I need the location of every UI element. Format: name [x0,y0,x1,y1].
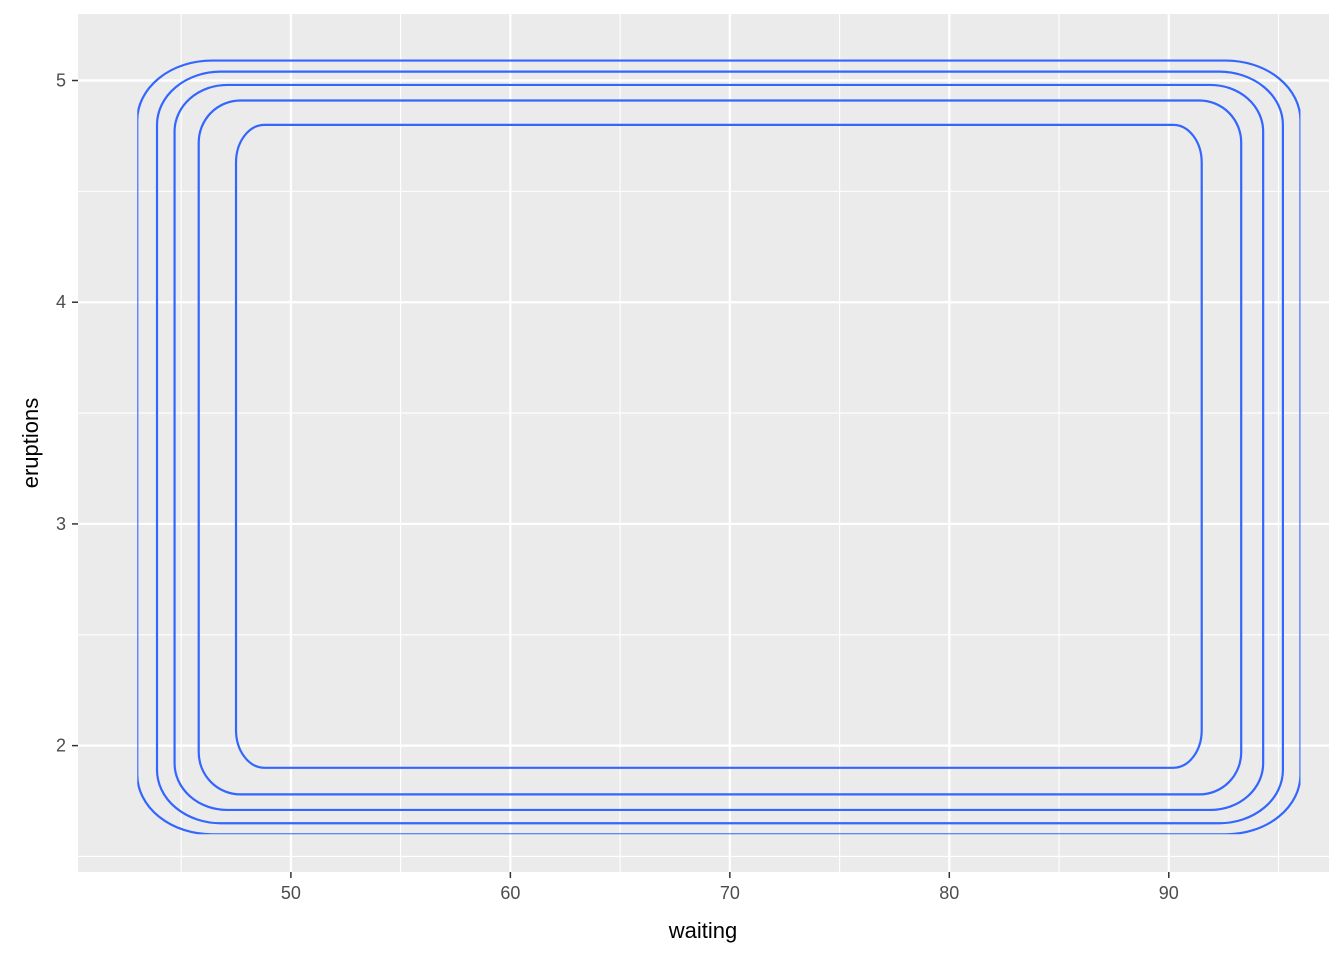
x-tick-label: 50 [281,883,301,903]
y-tick-label: 5 [56,71,66,91]
y-tick-label: 3 [56,514,66,534]
y-tick-label: 2 [56,736,66,756]
x-tick-label: 70 [720,883,740,903]
contour-level-4 [155,70,1285,825]
x-tick-label: 90 [1159,883,1179,903]
x-axis-title: waiting [668,918,737,943]
plot-panel [78,14,1329,872]
x-tick-label: 60 [500,883,520,903]
contour-level-1 [234,123,1203,769]
x-tick-label: 80 [939,883,959,903]
contour-lines [137,59,1301,835]
contour-level-3 [173,83,1265,812]
grid-lines [78,14,1329,872]
axes: 50 60 70 80 90 2 3 4 5 [56,71,1179,903]
contour-level-5 [137,59,1301,835]
y-axis-title: eruptions [18,398,43,489]
contour-level-2 [197,99,1243,796]
y-tick-label: 4 [56,292,66,312]
